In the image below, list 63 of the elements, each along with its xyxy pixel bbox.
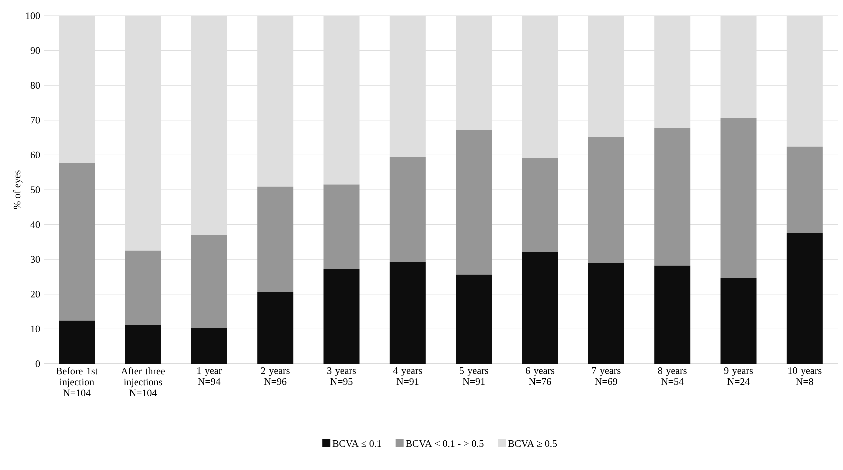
- bar: [191, 235, 228, 328]
- bar: [191, 16, 228, 236]
- bar: [522, 16, 558, 158]
- bar: [522, 158, 558, 252]
- x-tick-label: 10 years N=8: [788, 368, 822, 386]
- x-tick-label: 1 year N=94: [198, 368, 222, 386]
- x-tick-label: Before 1st injection N=104: [56, 368, 98, 397]
- x-tick-label: After three injections N=104: [121, 368, 166, 397]
- bar: [456, 130, 492, 275]
- y-tick-label: 0: [36, 360, 40, 368]
- y-tick-label: 30: [31, 256, 40, 263]
- x-tick-label: 4 years N=91: [393, 368, 422, 386]
- bar: [786, 234, 823, 364]
- legend-label: BCVA ≤ 0.1: [332, 440, 382, 448]
- bar: [588, 263, 624, 364]
- bar: [191, 328, 228, 364]
- bar: [258, 186, 294, 292]
- bar: [324, 16, 360, 185]
- legend-label: BCVA < 0.1 - > 0.5: [406, 440, 484, 448]
- y-tick-label: 20: [30, 291, 40, 298]
- bar: [522, 252, 558, 364]
- y-tick-label: 70: [31, 117, 40, 124]
- x-tick-label: 5 years N=91: [460, 368, 488, 386]
- bar: [125, 16, 162, 251]
- bar: [654, 16, 691, 128]
- bar: [786, 16, 823, 147]
- y-tick-label: 10: [31, 326, 40, 333]
- bar: [654, 128, 691, 266]
- y-tick-label: 80: [30, 82, 40, 89]
- bar: [125, 325, 162, 364]
- bar: [125, 250, 162, 326]
- bar: [59, 163, 96, 321]
- bar: [390, 16, 426, 157]
- y-tick-label: 60: [30, 152, 40, 159]
- bar: [258, 292, 294, 364]
- bar: [59, 16, 96, 164]
- bar: [456, 16, 492, 130]
- bar: [588, 16, 624, 138]
- bar: [324, 268, 360, 364]
- legend-label: BCVA ≥ 0.5: [508, 440, 558, 448]
- y-tick-label: 50: [31, 186, 40, 194]
- bar: [720, 16, 757, 118]
- bar: [390, 262, 426, 364]
- x-tick-label: 2 years N=96: [261, 368, 290, 386]
- bar: [720, 118, 757, 278]
- y-tick-label: 90: [30, 47, 40, 54]
- bar: [59, 320, 96, 364]
- bar: [324, 184, 360, 269]
- y-tick-label: 40: [30, 221, 40, 228]
- bar: [786, 146, 823, 234]
- x-tick-label: 9 years N=24: [724, 368, 754, 386]
- bar: [720, 278, 757, 364]
- y-axis-title: % of eyes: [14, 170, 23, 210]
- x-tick-label: 3 years N=95: [328, 368, 356, 386]
- x-tick-label: 8 years N=54: [658, 368, 687, 386]
- bar: [258, 16, 294, 187]
- x-tick-label: 7 years N=69: [592, 368, 621, 386]
- bar: [390, 156, 426, 262]
- x-tick-label: 6 years N=76: [526, 368, 555, 386]
- y-tick-label: 100: [26, 12, 40, 20]
- bar: [654, 266, 691, 364]
- bar: [456, 274, 492, 364]
- bar: [588, 137, 624, 264]
